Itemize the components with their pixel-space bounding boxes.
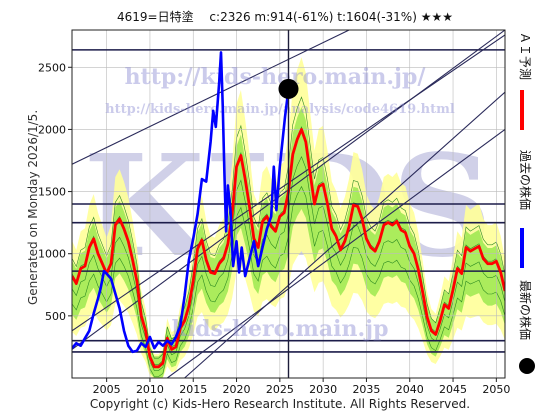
band-path — [72, 96, 505, 359]
y-tick-label: 2000 — [38, 123, 66, 136]
generated-date: Generated on Monday 2026/1/5. — [26, 110, 40, 305]
trend-line — [184, 91, 505, 378]
x-tick-label: 2010 — [136, 383, 164, 396]
plot-frame — [71, 29, 506, 379]
y-axis-ticks: 500 1000 1500 2000 2500 — [38, 61, 72, 323]
x-tick-label: 2025 — [266, 383, 294, 396]
band-path — [72, 185, 505, 377]
watermark-bottom: kids-hero.main.jp — [172, 316, 389, 342]
x-tick-label: 2005 — [93, 383, 121, 396]
legend: ＡＩ予測 過去の株価 最新の株価 — [518, 32, 535, 374]
chart-title: 4619=日特塗 c:2326 m:914(-61%) t:1604(-31%)… — [117, 9, 453, 24]
y-tick-label: 1000 — [38, 248, 66, 261]
series-past-price — [72, 51, 290, 354]
x-tick-label: 2015 — [179, 383, 207, 396]
watermark-url-analysis: http://kids-hero.main.jp/analysis/code46… — [105, 102, 455, 117]
copyright: Copyright (c) Kids-Hero Research Institu… — [90, 397, 470, 411]
trend-line — [72, 30, 350, 165]
x-tick-label: 2035 — [352, 383, 380, 396]
watermark-url-top: http://kids-hero.main.jp/ — [125, 64, 427, 90]
x-axis-ticks: 2005 2010 2015 2020 2025 2030 2035 2040 2045 2050 — [93, 378, 510, 396]
x-tick-label: 2045 — [439, 383, 467, 396]
current-price-dot — [278, 78, 299, 99]
x-tick-label: 2030 — [309, 383, 337, 396]
legend-past-price-swatch — [520, 228, 524, 268]
legend-latest-price-label: 最新の株価 — [518, 280, 533, 340]
legend-past-price-label: 過去の株価 — [518, 150, 533, 210]
legend-ai-forecast-swatch — [520, 90, 524, 130]
x-tick-label: 2050 — [482, 383, 510, 396]
series-lines — [72, 51, 505, 369]
legend-ai-forecast-label: ＡＩ予測 — [518, 32, 532, 80]
y-tick-label: 2500 — [38, 61, 66, 74]
x-tick-label: 2020 — [223, 383, 251, 396]
y-tick-label: 500 — [45, 310, 66, 323]
trend-line — [166, 128, 505, 378]
current-price-marker — [278, 78, 299, 99]
legend-latest-price-marker — [519, 358, 535, 374]
y-tick-label: 1500 — [38, 186, 66, 199]
x-tick-label: 2040 — [396, 383, 424, 396]
